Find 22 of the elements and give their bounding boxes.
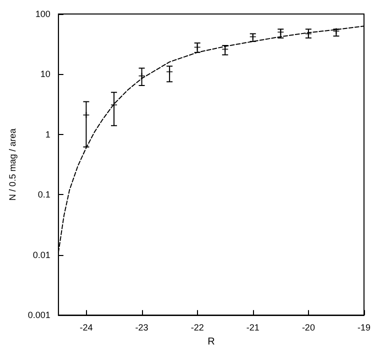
x-tick-label: -23: [135, 322, 148, 333]
point: [138, 72, 146, 80]
point: [166, 68, 174, 76]
x-axis-title: R: [208, 336, 215, 348]
y-tick-label: 1: [45, 129, 50, 140]
x-tick-label: -21: [246, 322, 260, 333]
y-tick-label: 0.1: [38, 190, 50, 200]
y-tick-label: 0.01: [32, 250, 50, 260]
y-tick-label: 10: [40, 69, 50, 80]
point: [82, 112, 90, 119]
x-tick-label: -20: [302, 322, 315, 333]
y-tick-label: 100: [35, 9, 50, 19]
point: [194, 44, 201, 51]
x-tick-label: -19: [357, 322, 371, 333]
x-tick-label: -22: [190, 322, 204, 333]
x-tick-label: -24: [80, 322, 93, 333]
point: [277, 28, 284, 36]
y-tick-label: 0.001: [28, 310, 50, 320]
point: [110, 101, 118, 108]
y-axis-title: N / 0.5 mag / area: [8, 128, 18, 201]
point: [222, 46, 229, 53]
point: [332, 28, 340, 35]
